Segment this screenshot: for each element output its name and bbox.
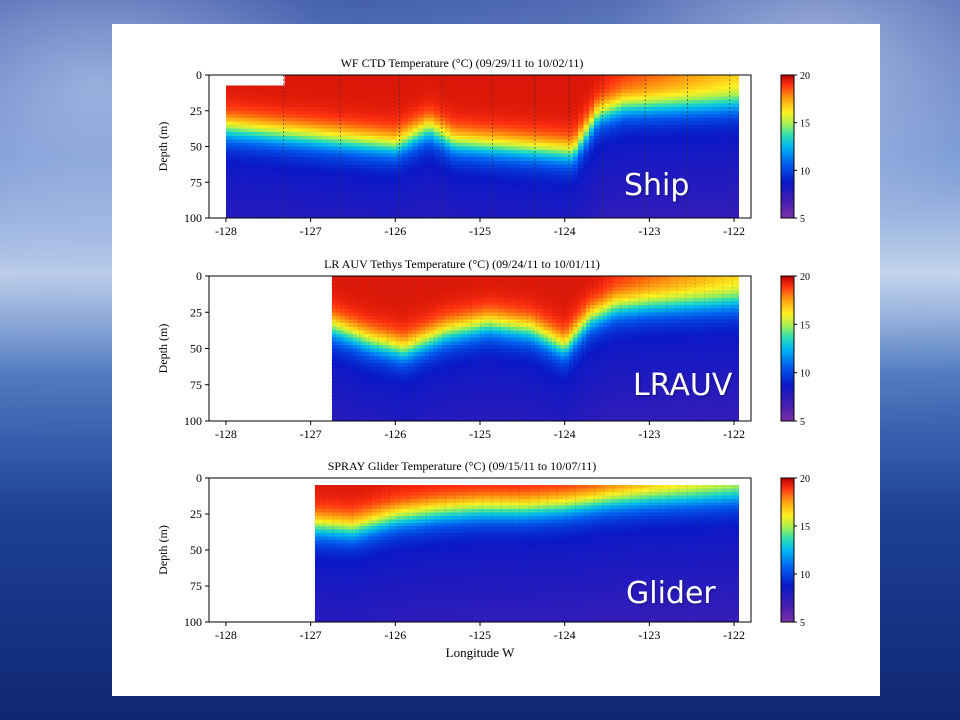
y-tick-label: 25: [190, 507, 202, 521]
y-tick-label: 75: [190, 378, 202, 392]
x-tick-label: -124: [554, 427, 576, 441]
y-tick-label: 50: [190, 342, 202, 356]
y-tick-label: 25: [190, 104, 202, 118]
colorbar-tick-label: 10: [800, 369, 810, 380]
chart-panel-3: SPRAY Glider Temperature (°C) (09/15/11 …: [156, 459, 810, 660]
x-tick-label: -128: [215, 427, 237, 441]
y-axis-label: Depth (m): [156, 525, 170, 575]
x-tick-label: -123: [638, 224, 660, 238]
x-tick-label: -128: [215, 628, 237, 642]
colorbar-scale: [780, 477, 795, 623]
y-axis-label: Depth (m): [156, 122, 170, 172]
temperature-field: [331, 276, 739, 422]
x-axis-label: Longitude W: [446, 645, 515, 660]
y-tick-label: 75: [190, 175, 202, 189]
colorbar-tick-label: 5: [800, 214, 805, 225]
colorbar: 5 10 15 20: [780, 71, 810, 225]
x-tick-label: -126: [384, 628, 406, 642]
x-tick-label: -122: [723, 427, 745, 441]
x-tick-label: -127: [300, 224, 322, 238]
x-tick-label: -124: [554, 628, 576, 642]
colorbar-tick-label: 15: [800, 522, 810, 533]
y-tick-label: 50: [190, 543, 202, 557]
colorbar: 5 10 15 20: [780, 272, 810, 428]
x-tick-label: -124: [554, 224, 576, 238]
colorbar-tick-label: 10: [800, 570, 810, 581]
glider-label: Glider: [626, 576, 716, 611]
y-tick-label: 75: [190, 579, 202, 593]
y-tick-label: 0: [196, 68, 202, 82]
x-tick-label: -125: [469, 224, 491, 238]
colorbar-tick-label: 20: [800, 71, 810, 82]
y-tick-label: 100: [184, 211, 202, 225]
y-tick-label: 100: [184, 414, 202, 428]
x-tick-label: -127: [300, 427, 322, 441]
temperature-field: [314, 485, 739, 623]
y-tick-label: 0: [196, 269, 202, 283]
colorbar-tick-label: 15: [800, 119, 810, 130]
y-tick-label: 50: [190, 140, 202, 154]
colorbar-tick-label: 20: [800, 272, 810, 283]
x-tick-label: -126: [384, 427, 406, 441]
x-tick-label: -123: [638, 628, 660, 642]
x-tick-label: -122: [723, 224, 745, 238]
colorbar-tick-label: 10: [800, 166, 810, 177]
colorbar-tick-label: 5: [800, 417, 805, 428]
y-tick-label: 100: [184, 615, 202, 629]
colorbar-scale: [780, 74, 795, 219]
colorbar-tick-label: 15: [800, 320, 810, 331]
y-axis-label: Depth (m): [156, 324, 170, 374]
colorbar-tick-label: 5: [800, 618, 805, 629]
x-tick-label: -123: [638, 427, 660, 441]
x-tick-label: -125: [469, 427, 491, 441]
x-tick-label: -122: [723, 628, 745, 642]
chart-panel-1: WF CTD Temperature (°C) (09/29/11 to 10/…: [156, 56, 810, 238]
chart-title: SPRAY Glider Temperature (°C) (09/15/11 …: [328, 459, 597, 473]
colorbar-scale: [780, 275, 795, 422]
chart-title: LR AUV Tethys Temperature (°C) (09/24/11…: [324, 257, 600, 271]
slide-panel: WF CTD Temperature (°C) (09/29/11 to 10/…: [112, 24, 880, 696]
x-tick-label: -127: [300, 628, 322, 642]
y-tick-label: 25: [190, 305, 202, 319]
x-tick-label: -128: [215, 224, 237, 238]
chart-title: WF CTD Temperature (°C) (09/29/11 to 10/…: [341, 56, 584, 70]
colorbar-tick-label: 20: [800, 474, 810, 485]
ship-label: Ship: [624, 168, 690, 203]
chart-panel-2: LR AUV Tethys Temperature (°C) (09/24/11…: [156, 257, 810, 441]
lrauv-label: LRAUV: [633, 368, 733, 403]
x-tick-label: -125: [469, 628, 491, 642]
x-tick-label: -126: [384, 224, 406, 238]
temperature-sections-figure: WF CTD Temperature (°C) (09/29/11 to 10/…: [156, 56, 810, 660]
colorbar: 5 10 15 20: [780, 474, 810, 629]
temperature-field: [225, 75, 739, 219]
y-tick-label: 0: [196, 471, 202, 485]
